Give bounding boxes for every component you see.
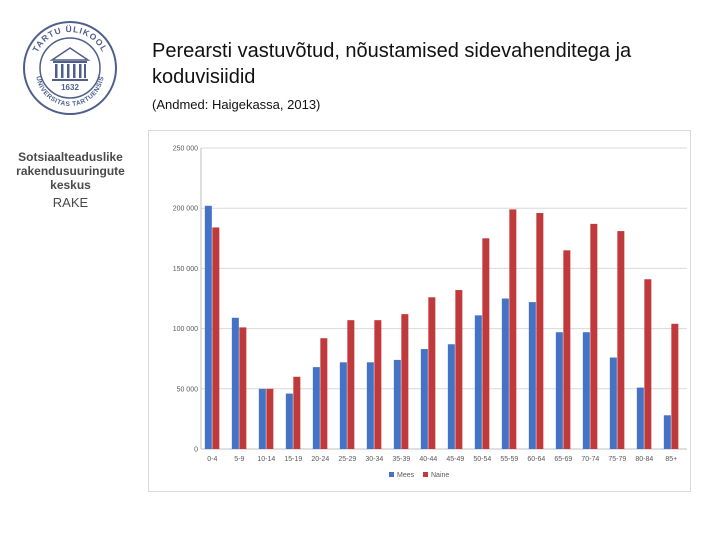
x-tick-label: 45-49 xyxy=(446,456,464,463)
legend-swatch-naine xyxy=(423,472,428,477)
bar-naine xyxy=(428,297,436,449)
bar-mees xyxy=(258,388,266,449)
x-tick-label: 75-79 xyxy=(608,456,626,463)
org-abbreviation: RAKE xyxy=(52,195,89,210)
bar-mees xyxy=(663,415,671,449)
bar-naine xyxy=(293,376,301,449)
legend-label-mees: Mees xyxy=(397,472,415,479)
slide-subtitle: (Andmed: Haigekassa, 2013) xyxy=(152,97,321,112)
x-tick-label: 65-69 xyxy=(554,456,572,463)
bar-naine xyxy=(644,279,652,449)
bar-mees xyxy=(474,315,482,449)
bar-mees xyxy=(231,317,239,449)
bar-naine xyxy=(482,238,490,449)
y-tick-label: 250 000 xyxy=(173,146,198,153)
y-tick-label: 150 000 xyxy=(173,266,198,273)
bar-naine xyxy=(509,209,517,449)
bar-mees xyxy=(636,387,644,449)
svg-text:TARTU ÜLIKOOL: TARTU ÜLIKOOL xyxy=(30,24,110,54)
x-tick-label: 55-59 xyxy=(500,456,518,463)
slide-title: Perearsti vastuvõtud, nõustamised sideva… xyxy=(152,40,632,88)
chart-container: 0 50 000 100 000 150 000 200 000 250 000 0-4 5-… xyxy=(148,130,691,492)
legend-label-naine: Naine xyxy=(431,472,449,479)
x-tick-label: 15-19 xyxy=(284,456,302,463)
x-tick-label: 50-54 xyxy=(473,456,491,463)
x-tick-label: 85+ xyxy=(665,456,677,463)
x-tick-label: 35-39 xyxy=(392,456,410,463)
y-tick-label: 50 000 xyxy=(177,386,199,393)
bar-naine xyxy=(563,250,571,449)
svg-text:1632: 1632 xyxy=(61,83,79,92)
x-tick-label: 80-84 xyxy=(635,456,653,463)
bar-naine xyxy=(401,314,409,449)
bar-mees xyxy=(447,344,455,449)
x-tick-label: 30-34 xyxy=(365,456,383,463)
bar-naine xyxy=(671,323,679,449)
bar-mees xyxy=(609,357,617,449)
bar-naine xyxy=(374,320,382,449)
bar-chart: 0 50 000 100 000 150 000 200 000 250 000 0-4 5-… xyxy=(173,146,687,479)
x-tick-label: 0-4 xyxy=(207,456,217,463)
bar-mees xyxy=(285,393,293,449)
y-tick-label: 200 000 xyxy=(173,206,198,213)
x-tick-label: 25-29 xyxy=(338,456,356,463)
x-tick-label: 60-64 xyxy=(527,456,545,463)
bar-mees xyxy=(582,332,590,449)
bar-naine xyxy=(320,338,328,449)
bar-mees xyxy=(501,298,509,449)
bar-mees xyxy=(420,349,428,449)
bar-mees xyxy=(393,359,401,449)
x-tick-label: 40-44 xyxy=(419,456,437,463)
bar-naine xyxy=(347,320,355,449)
bar-mees xyxy=(555,332,563,449)
x-tick-label: 5-9 xyxy=(234,456,244,463)
bar-mees xyxy=(528,302,536,449)
y-tick-label: 0 xyxy=(194,447,198,454)
bar-naine xyxy=(536,213,544,449)
x-tick-label: 20-24 xyxy=(311,456,329,463)
bar-naine xyxy=(239,327,247,449)
org-line-2: rakendusuuringute xyxy=(16,164,125,178)
organization-name: Sotsiaalteaduslike rakendusuuringute kes… xyxy=(8,150,133,211)
bar-naine xyxy=(617,231,625,449)
bar-naine xyxy=(455,290,463,449)
university-seal-logo: TARTU ÜLIKOOL UNIVERSITAS TARTUENSIS 163… xyxy=(23,21,117,115)
x-tick-label: 10-14 xyxy=(257,456,275,463)
bar-mees xyxy=(366,362,374,449)
legend-swatch-mees xyxy=(389,472,394,477)
bar-naine xyxy=(266,388,274,449)
x-tick-label: 70-74 xyxy=(581,456,599,463)
bar-mees xyxy=(339,362,347,449)
org-line-1: Sotsiaalteaduslike xyxy=(18,150,123,164)
y-tick-label: 100 000 xyxy=(173,326,198,333)
bar-naine xyxy=(212,227,220,449)
bar-naine xyxy=(590,223,598,449)
bar-mees xyxy=(204,205,212,449)
org-line-3: keskus xyxy=(50,178,91,192)
bar-mees xyxy=(312,367,320,449)
